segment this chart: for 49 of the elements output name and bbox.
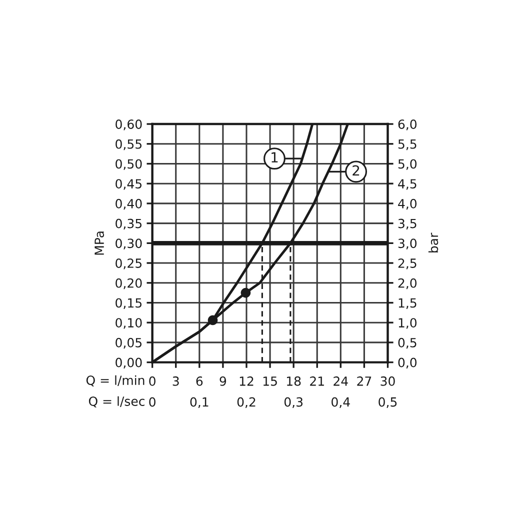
y2-tick-label: 1,0 [398,318,417,329]
y-tick-label: 0,45 [116,179,142,190]
y2-tick-label: 0,0 [398,358,417,369]
x-tick-label: 24 [334,376,348,386]
y-tick-label: 0,40 [116,198,142,210]
y2-tick-label: 3,0 [398,238,417,250]
y2-tick-label: 0,5 [398,338,416,349]
y2-axis-title: bar [428,232,438,252]
x2-tick-label: 0 [149,397,156,407]
y-tick-label: 0,10 [116,318,142,329]
x2-tick-label: 0,1 [190,397,208,408]
x2-axis-title: Q = l/sec [88,396,144,408]
series-label: 1 [272,152,278,162]
y-tick-label: 0,15 [116,298,142,309]
y-tick-label: 0,20 [116,278,142,290]
y-tick-label: 0,00 [116,358,142,369]
x-tick-label: 0 [149,376,156,386]
y2-tick-label: 2,0 [398,278,417,290]
y-axis-title: MPa [94,232,104,255]
x2-tick-label: 0,4 [332,397,350,408]
x-tick-label: 3 [172,376,179,386]
x2-tick-label: 0,3 [284,397,303,408]
y-tick-label: 0,35 [116,218,142,230]
y-tick-label: 0,05 [116,338,142,349]
x-tick-label: 18 [287,376,301,386]
y2-tick-label: 3,5 [398,218,416,230]
x-tick-label: 12 [240,376,254,386]
y-tick-label: 0,25 [116,258,142,270]
legend-label: 2 [352,165,360,176]
y-tick-label: 0,50 [116,159,142,170]
x-tick-label: 21 [310,376,324,386]
x-tick-label: 30 [380,376,395,386]
x-axis-title: Q = l/min [86,375,144,386]
y2-tick-label: 2,5 [398,258,416,270]
x-tick-label: 27 [357,376,372,386]
x-tick-label: 6 [196,376,203,386]
x-tick-label: 15 [263,376,277,386]
y2-tick-label: 4,0 [398,198,417,210]
x-tick-label: 9 [220,376,226,386]
y2-tick-label: 6,0 [398,119,417,130]
y2-tick-label: 1,5 [398,298,416,309]
y-tick-label: 0,55 [116,139,142,150]
y2-tick-label: 4,5 [398,179,416,190]
x2-tick-label: 0,2 [237,397,256,408]
y2-tick-label: 5,5 [398,140,416,150]
x2-tick-label: 0,5 [378,397,397,408]
y2-tick-label: 5,0 [398,159,417,170]
y-tick-label: 0,30 [116,238,142,250]
y-tick-label: 0,60 [116,119,142,130]
